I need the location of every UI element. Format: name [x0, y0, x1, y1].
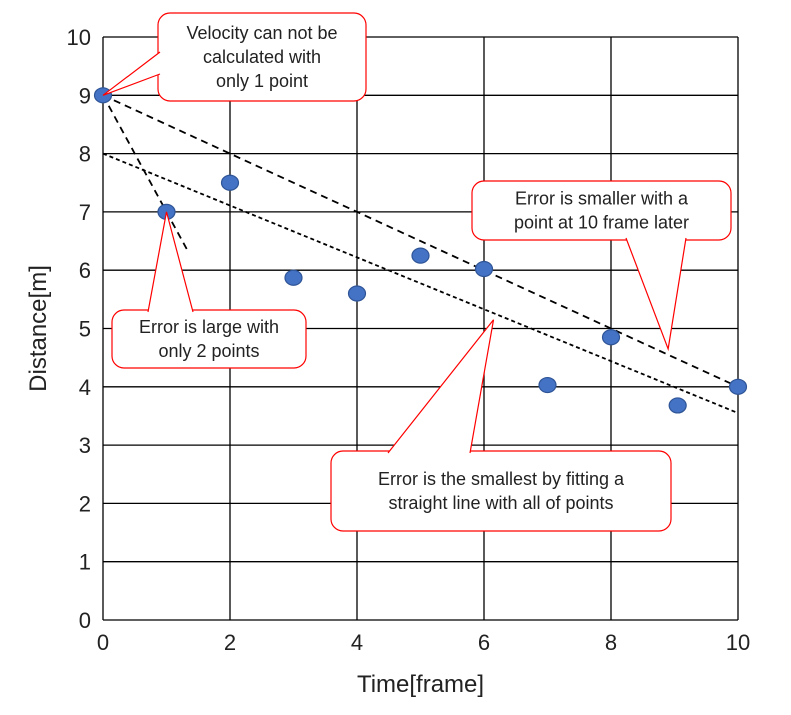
trend-line-3	[102, 152, 739, 414]
callout-all-points: Error is the smallest by fitting a straig…	[330, 319, 672, 532]
callout-text-line: only 2 points	[158, 341, 259, 361]
x-tick-label: 8	[605, 630, 617, 655]
data-point-4	[284, 269, 303, 286]
callout-tail	[625, 237, 687, 352]
callout-text-line: calculated with	[203, 47, 321, 67]
data-point-8	[538, 376, 557, 394]
callout-tail	[147, 211, 194, 313]
y-axis-title: Distance[m]	[25, 265, 52, 392]
x-tick-label: 0	[97, 630, 109, 655]
data-point-9	[601, 329, 621, 346]
callout-one-point: Velocity can not be calculated with only 1…	[102, 12, 367, 102]
callout-tail-fill	[626, 238, 686, 349]
x-tick-label: 4	[351, 630, 363, 655]
y-tick-label: 2	[79, 491, 91, 516]
callout-text-line: Error is large with	[139, 317, 279, 337]
y-tick-label: 5	[79, 317, 91, 342]
callout-tail	[387, 319, 495, 454]
y-tick-label: 10	[67, 25, 91, 50]
callout-tail-fill	[148, 211, 193, 312]
data-point-10	[668, 397, 687, 414]
y-tick-label: 7	[79, 200, 91, 225]
x-tick-label: 2	[224, 630, 236, 655]
callout-box	[471, 180, 732, 241]
trend-line-2	[102, 94, 739, 388]
x-tick-label: 6	[478, 630, 490, 655]
y-tick-label: 8	[79, 142, 91, 167]
callout-text-line: straight line with all of points	[388, 493, 613, 513]
data-point-7	[474, 260, 494, 278]
x-axis-title: Time[frame]	[357, 671, 484, 698]
y-tick-label: 9	[79, 83, 91, 108]
y-tick-label: 4	[79, 375, 91, 400]
y-tick-label: 3	[79, 433, 91, 458]
trend-line-1	[102, 94, 190, 254]
y-tick-label: 1	[79, 550, 91, 575]
callout-ten-frames: Error is smaller with a point at 10 frame…	[471, 180, 732, 352]
annotations: Velocity can not be calculated with only 1…	[102, 12, 732, 532]
data-points	[93, 87, 748, 414]
data-point-5	[347, 285, 367, 302]
y-tick-label: 0	[79, 608, 91, 633]
callout-box	[330, 450, 672, 532]
trend-lines	[102, 94, 739, 414]
callout-tail	[102, 51, 161, 96]
data-point-6	[411, 247, 430, 264]
callout-text-line: only 1 point	[216, 71, 308, 91]
x-tick-label: 10	[726, 630, 750, 655]
callout-two-points: Error is large with only 2 points	[111, 211, 307, 369]
callout-text-line: Velocity can not be	[186, 23, 337, 43]
callout-box	[111, 309, 307, 369]
callout-text-line: point at 10 frame later	[514, 213, 689, 233]
tick-labels: 0 1 2 3 4 5 6 7 8 9 10 0 2 4 6 8 10	[67, 25, 751, 655]
y-tick-label: 6	[79, 258, 91, 283]
callout-text-line: Error is smaller with a	[515, 189, 689, 209]
data-point-3	[220, 174, 240, 191]
data-point-11	[728, 378, 748, 395]
callout-text-line: Error is the smallest by fitting a	[378, 469, 625, 489]
